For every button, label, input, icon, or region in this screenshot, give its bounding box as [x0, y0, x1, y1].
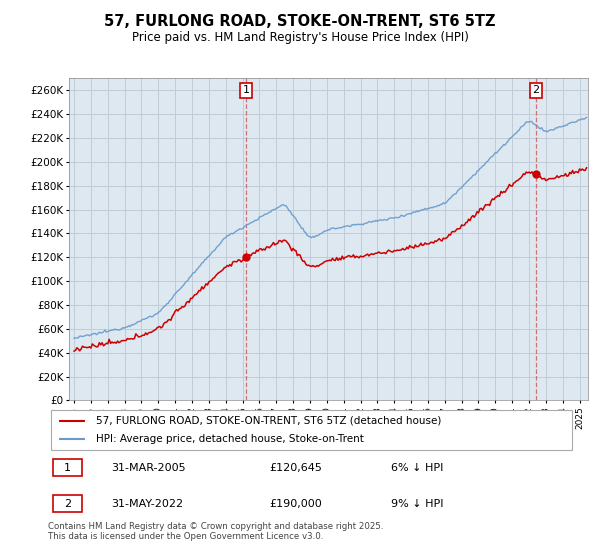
Text: Price paid vs. HM Land Registry's House Price Index (HPI): Price paid vs. HM Land Registry's House …	[131, 31, 469, 44]
Text: HPI: Average price, detached house, Stoke-on-Trent: HPI: Average price, detached house, Stok…	[95, 434, 364, 444]
Text: £190,000: £190,000	[270, 499, 323, 509]
Text: 31-MAR-2005: 31-MAR-2005	[112, 463, 186, 473]
Text: 57, FURLONG ROAD, STOKE-ON-TRENT, ST6 5TZ (detached house): 57, FURLONG ROAD, STOKE-ON-TRENT, ST6 5T…	[95, 416, 441, 426]
Text: 6% ↓ HPI: 6% ↓ HPI	[391, 463, 443, 473]
Text: 1: 1	[64, 463, 71, 473]
Bar	[53, 459, 82, 477]
Text: Contains HM Land Registry data © Crown copyright and database right 2025.
This d: Contains HM Land Registry data © Crown c…	[48, 522, 383, 542]
Text: 31-MAY-2022: 31-MAY-2022	[112, 499, 184, 509]
Text: 57, FURLONG ROAD, STOKE-ON-TRENT, ST6 5TZ: 57, FURLONG ROAD, STOKE-ON-TRENT, ST6 5T…	[104, 14, 496, 29]
Text: 2: 2	[532, 85, 539, 95]
Text: £120,645: £120,645	[270, 463, 323, 473]
Text: 1: 1	[242, 85, 250, 95]
Text: 9% ↓ HPI: 9% ↓ HPI	[391, 499, 444, 509]
FancyBboxPatch shape	[50, 410, 572, 450]
Text: 2: 2	[64, 499, 71, 509]
Bar	[53, 495, 82, 512]
